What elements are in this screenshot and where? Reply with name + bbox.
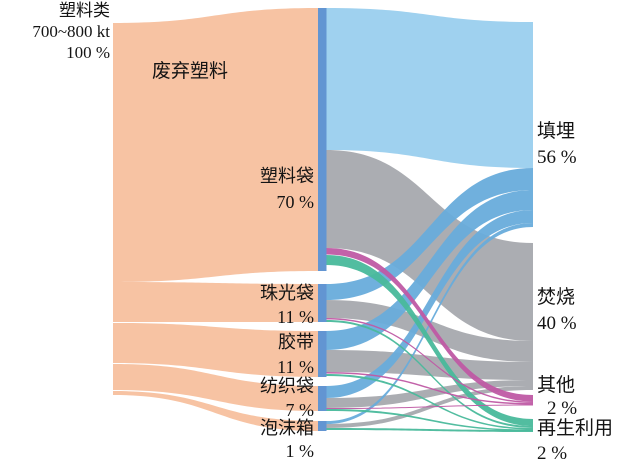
flow-plastics-to-pearl-bag [113,282,318,322]
node-bar-woven-bag [318,386,327,411]
right-node-label-landfill: 填埋 56 % [537,119,577,171]
node-bar-tape [318,331,327,377]
node-name: 纺织袋 [260,376,314,396]
waste-node-bar [318,8,327,431]
flow-plastic-bag-to-other [326,248,533,402]
recycling-flows [326,255,533,432]
flow-tape-to-recycling [326,374,533,430]
flow-woven-bag-to-landfill [326,210,533,398]
source-flows [113,8,318,431]
node-name: 再生利用 [537,418,614,439]
node-bar-pearl-bag [318,284,327,322]
node-name: 其他 [537,375,576,396]
source-pct: 100 % [66,43,110,62]
flow-plastics-to-foam-box [113,391,318,431]
flow-plastic-bag-to-incineration [326,150,533,341]
mid-node-label-pearl-bag: 珠光袋 11 % [164,281,314,329]
node-name: 珠光袋 [260,283,314,303]
mid-node-label-plastic-bag: 塑料袋 70 % [164,163,314,215]
node-pct: 2 % [537,443,568,464]
source-name: 塑料类 [59,1,110,20]
mid-node-label-foam-box: 泡沫箱 1 % [164,417,314,463]
mid-node-label-tape: 胶带 11 % [164,330,314,380]
node-bar-plastic-bag [318,8,327,271]
node-name: 焚烧 [537,287,576,308]
node-bar-foam-box [318,421,327,431]
node-name: 胶带 [278,332,314,352]
flow-tape-to-landfill [326,190,533,350]
flow-pearl-bag-to-landfill [326,168,533,300]
mid-node-label-woven-bag: 纺织袋 7 % [164,374,314,422]
other-flows [326,248,533,409]
flow-plastics-to-woven-bag [113,364,318,411]
flow-plastics-to-tape [113,323,318,377]
flow-foam-box-to-recycling [326,428,533,432]
node-name: 填埋 [537,121,576,142]
flow-plastics-to-plastic-bag [113,8,318,282]
flow-pearl-bag-to-recycling [326,320,533,428]
node-pct: 7 % [285,400,315,420]
flow-plastic-bag-to-recycling [326,255,533,426]
node-name: 泡沫箱 [260,418,314,438]
node-pct: 1 % [285,441,315,461]
flow-woven-bag-to-other [326,404,533,409]
flow-pearl-bag-to-incineration [326,300,533,362]
right-node-label-other: 其他 2 % [537,374,577,420]
right-node-label-recycling: 再生利用 2 % [537,416,613,466]
waste-plastics-group-label: 废弃塑料 [152,61,229,82]
right-node-label-incineration: 焚烧 40 % [537,285,577,337]
node-name: 塑料袋 [260,166,314,186]
node-pct: 56 % [537,147,577,168]
flow-pearl-bag-to-other [326,318,533,403]
node-pct: 11 % [277,357,314,377]
source-amount: 700~800 kt [32,22,110,41]
node-pct: 70 % [276,192,315,212]
flow-plastic-bag-to-landfill [326,8,533,168]
source-node-label: 塑料类 700~800 kt 100 % [0,0,110,63]
node-pct: 40 % [537,313,577,334]
flow-woven-bag-to-recycling [326,409,533,431]
node-pct: 11 % [277,307,314,327]
node-pct: 2 % [547,398,578,419]
flow-tape-to-other [326,372,533,405]
